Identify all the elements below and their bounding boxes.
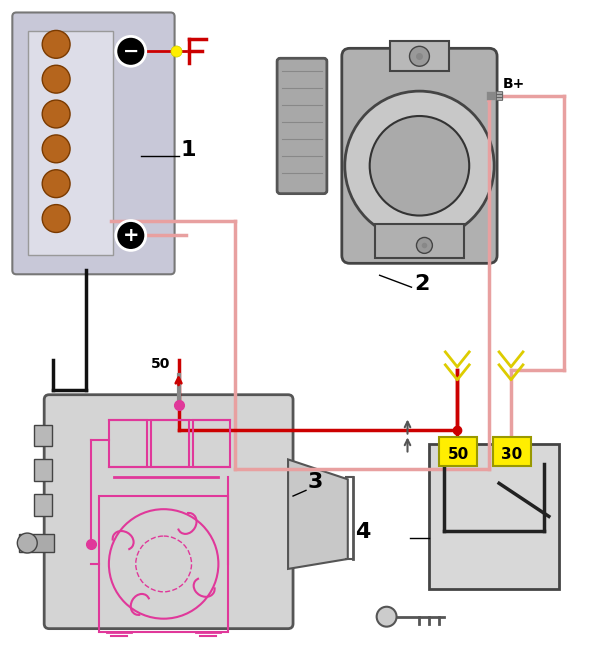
Bar xyxy=(496,91,502,94)
Text: 50: 50 xyxy=(447,447,469,462)
Text: 3: 3 xyxy=(308,472,323,492)
FancyBboxPatch shape xyxy=(44,395,293,628)
Text: 2: 2 xyxy=(414,274,430,294)
Circle shape xyxy=(42,31,70,58)
Circle shape xyxy=(377,607,397,626)
Bar xyxy=(34,494,52,516)
FancyBboxPatch shape xyxy=(277,58,327,193)
Bar xyxy=(374,223,464,258)
Bar xyxy=(493,436,531,466)
Circle shape xyxy=(42,170,70,197)
Bar xyxy=(28,31,113,255)
Text: 1: 1 xyxy=(180,140,196,160)
Text: 50: 50 xyxy=(151,357,170,371)
Bar xyxy=(496,97,502,100)
Circle shape xyxy=(42,65,70,93)
Circle shape xyxy=(409,46,429,66)
Text: −: − xyxy=(122,42,139,61)
Text: B+: B+ xyxy=(503,77,525,91)
Circle shape xyxy=(17,533,37,553)
FancyBboxPatch shape xyxy=(342,48,497,263)
Text: 30: 30 xyxy=(502,447,523,462)
FancyBboxPatch shape xyxy=(12,13,175,274)
Bar xyxy=(440,436,477,466)
Circle shape xyxy=(345,91,494,240)
Circle shape xyxy=(42,205,70,233)
Circle shape xyxy=(417,237,432,253)
Circle shape xyxy=(42,100,70,128)
Bar xyxy=(496,94,502,97)
Bar xyxy=(99,496,229,632)
Text: 4: 4 xyxy=(355,522,370,542)
Circle shape xyxy=(116,37,146,66)
Bar xyxy=(19,534,54,552)
Circle shape xyxy=(370,116,469,215)
Bar xyxy=(151,420,189,468)
Circle shape xyxy=(116,221,146,250)
Circle shape xyxy=(42,135,70,163)
Polygon shape xyxy=(288,460,348,569)
Bar xyxy=(34,425,52,446)
Bar xyxy=(192,420,230,468)
Text: +: + xyxy=(122,226,139,245)
Bar xyxy=(109,420,147,468)
Bar xyxy=(429,444,559,589)
Bar xyxy=(34,460,52,482)
Bar xyxy=(390,41,449,71)
